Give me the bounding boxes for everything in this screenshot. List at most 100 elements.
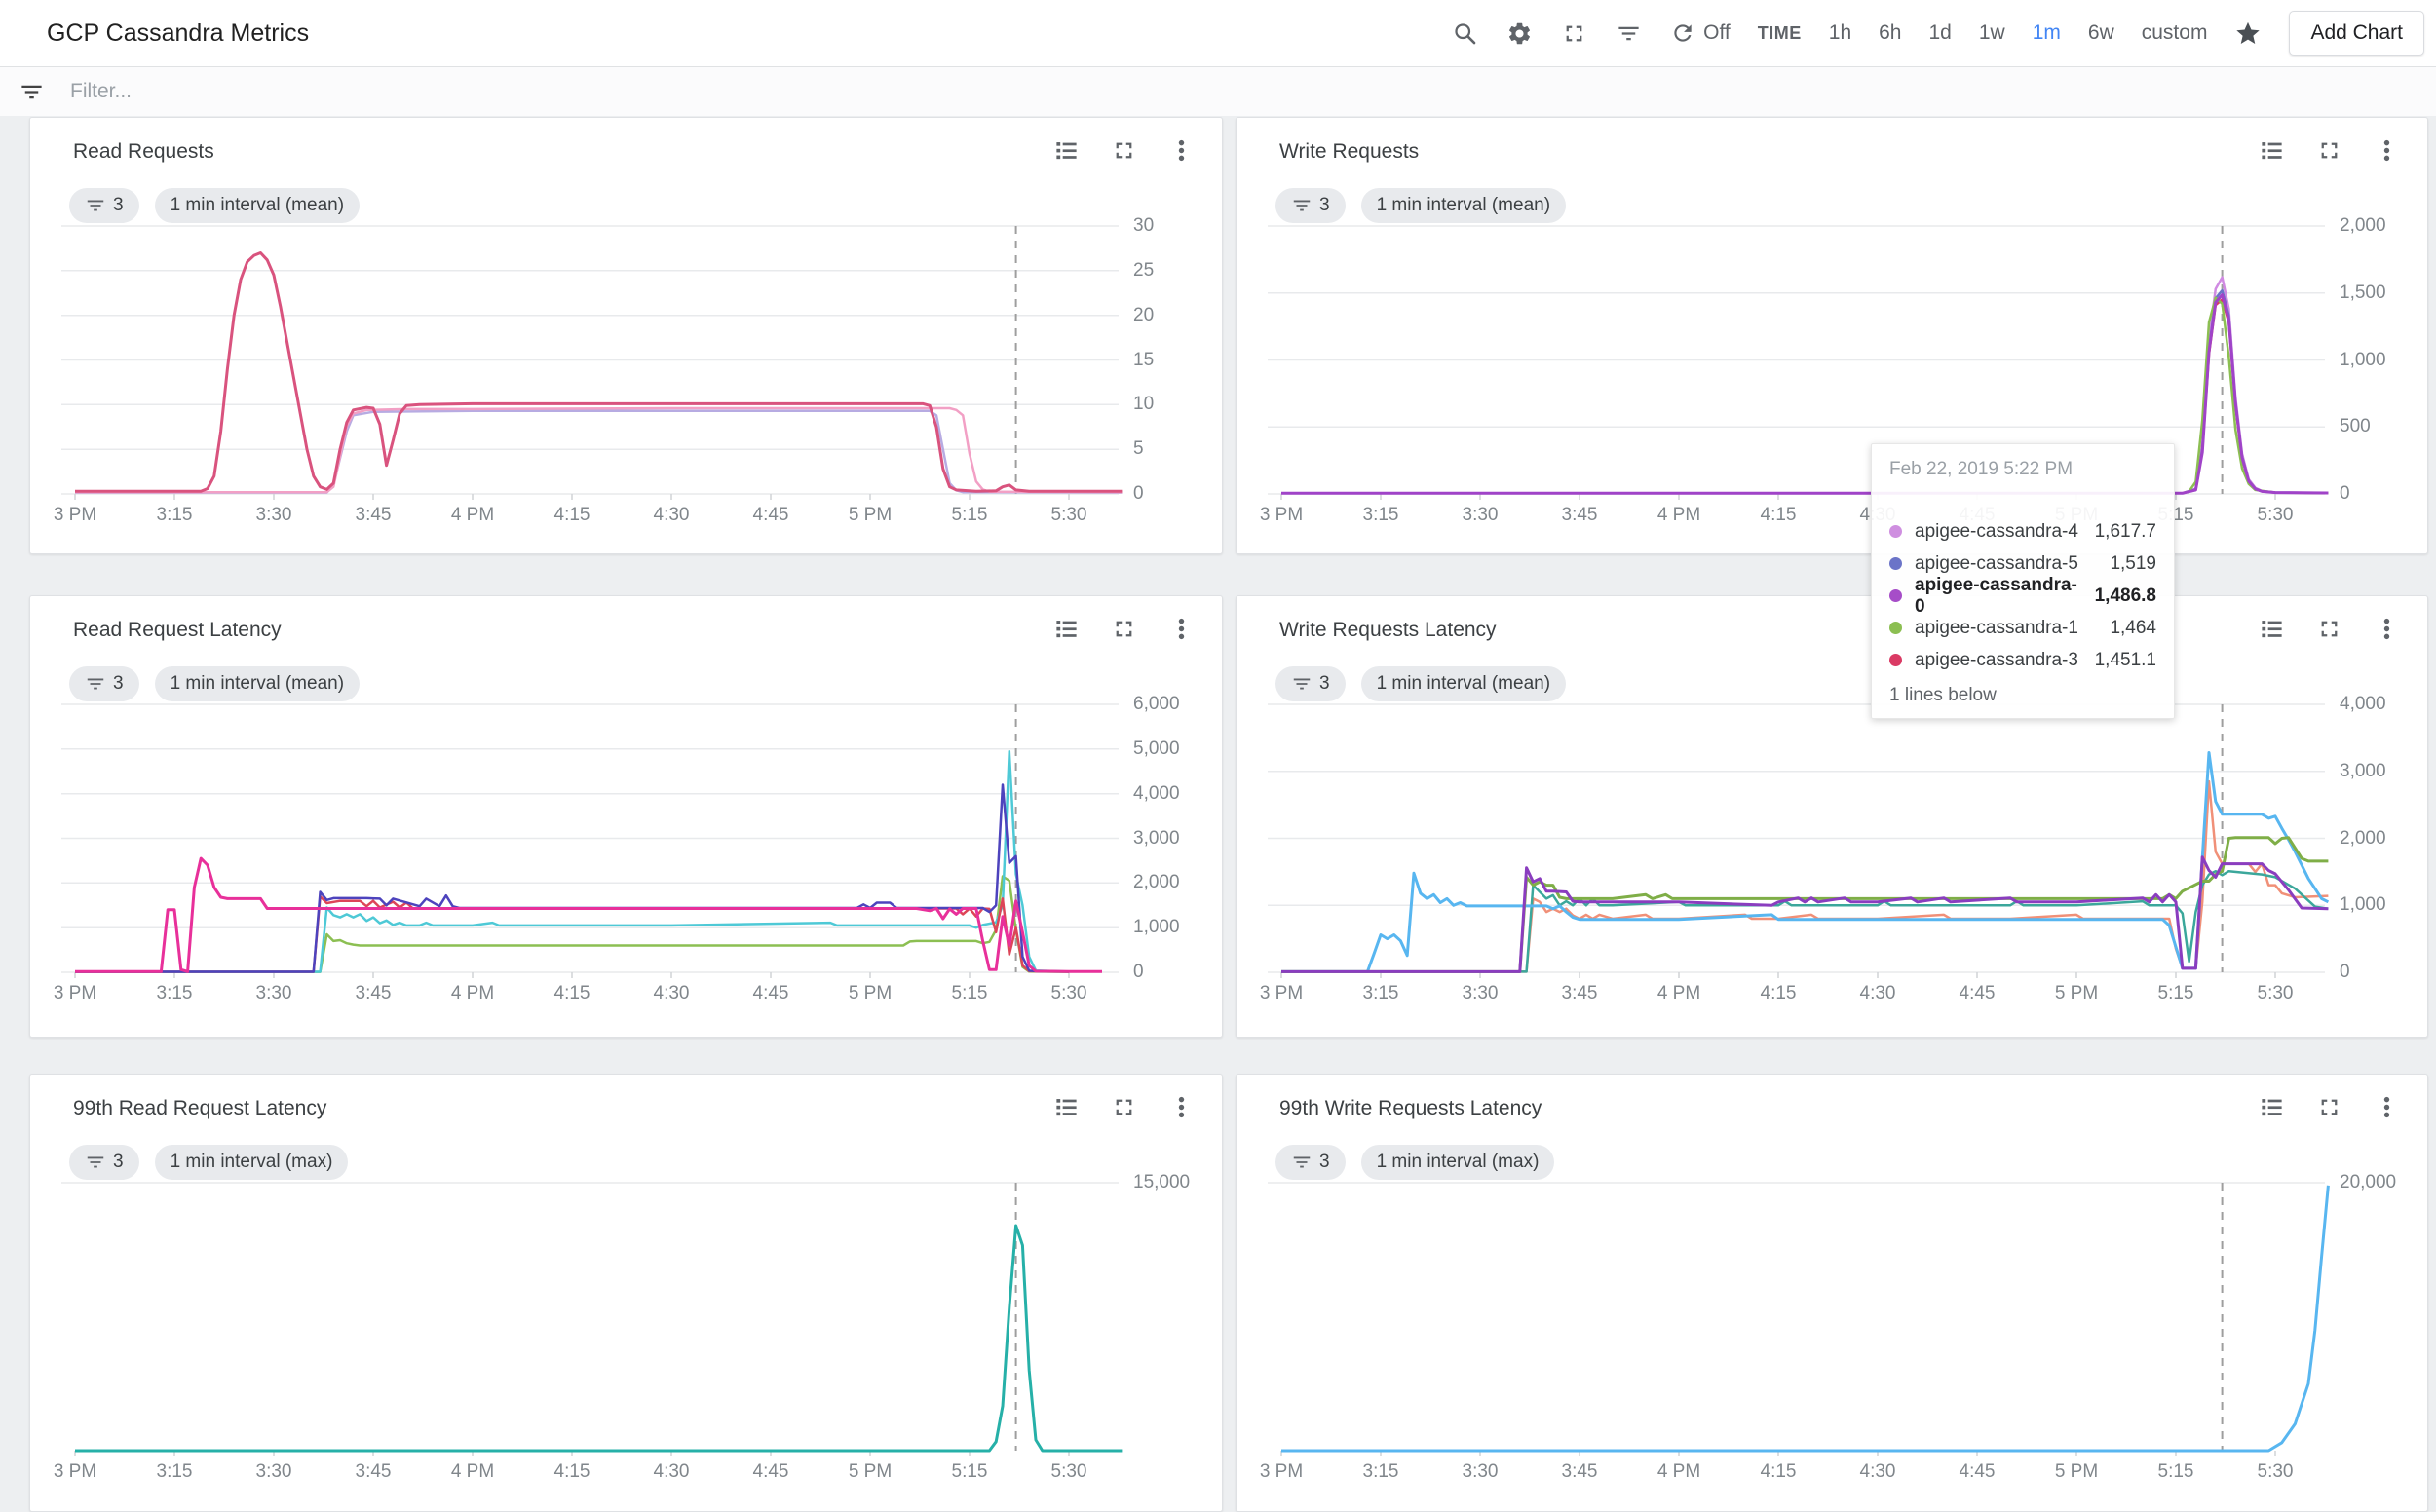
x-axis-tick-label: 4 PM (1656, 1461, 1701, 1482)
x-axis-tick-label: 3 PM (53, 505, 97, 525)
filter-count-chip[interactable]: 3 (69, 666, 139, 701)
range-1m-active[interactable]: 1m (2032, 21, 2061, 44)
y-axis-tick-label: 5 (1133, 438, 1144, 460)
filter-count-chip[interactable]: 3 (1275, 1145, 1346, 1180)
legend-list-icon[interactable] (2259, 616, 2285, 642)
range-6h[interactable]: 6h (1879, 21, 1902, 44)
read-latency-plot[interactable] (61, 703, 1123, 981)
x-axis-tick-label: 5:30 (1050, 983, 1087, 1003)
x-axis-tick-label: 3:15 (156, 505, 193, 525)
x-axis-tick-label: 4:45 (1959, 983, 1996, 1003)
x-axis-tick-label: 3:30 (255, 1461, 292, 1482)
chart-99th-read-latency: 15,000 3 PM 3:15 3:30 3:45 4 PM 4:15 4:30 4:45 5… (30, 1075, 1222, 1511)
interval-label: 1 min interval (mean) (170, 673, 345, 694)
tooltip-series-row: apigee-cassandra-3 1,451.1 (1889, 644, 2156, 676)
star-icon[interactable] (2234, 19, 2262, 47)
interval-label: 1 min interval (max) (1376, 1152, 1540, 1172)
read-requests-plot[interactable] (61, 225, 1123, 503)
y-axis-tick-label: 0 (2340, 962, 2350, 982)
x-axis-tick-label: 5 PM (848, 983, 893, 1003)
filter-count-label: 3 (113, 195, 124, 215)
kebab-menu-icon[interactable] (1168, 137, 1195, 164)
p99-write-latency-plot[interactable] (1268, 1182, 2330, 1459)
x-axis-tick-label: 5 PM (848, 505, 893, 525)
add-chart-button[interactable]: Add Chart (2289, 11, 2424, 56)
y-axis-tick-label: 3,000 (2340, 760, 2386, 781)
time-range-selector: 1h 6h 1d 1w 1m 6w custom (1829, 21, 2208, 45)
kebab-menu-icon[interactable] (2374, 616, 2400, 642)
filter-count-chip[interactable]: 3 (69, 188, 139, 223)
x-axis-tick-label: 4:45 (752, 983, 789, 1003)
range-1d[interactable]: 1d (1928, 21, 1952, 44)
interval-label: 1 min interval (mean) (1376, 673, 1551, 694)
write-requests-plot[interactable] (1268, 225, 2330, 503)
filter-count-chip[interactable]: 3 (69, 1145, 139, 1180)
range-custom[interactable]: custom (2141, 21, 2208, 44)
expand-chart-icon[interactable] (1111, 616, 1137, 642)
x-axis-tick-label: 5:15 (951, 1461, 988, 1482)
expand-chart-icon[interactable] (1111, 1094, 1137, 1120)
x-axis-tick-label: 3:15 (1362, 1461, 1399, 1482)
chart-card-99th-write-requests-latency: 20,000 3 PM 3:15 3:30 3:45 4 PM 4:15 4:30 4:45 5… (1236, 1074, 2428, 1512)
x-axis-tick-label: 3 PM (1259, 983, 1304, 1003)
x-axis-tick-label: 4:45 (752, 505, 789, 525)
chart-card-99th-read-request-latency: 15,000 3 PM 3:15 3:30 3:45 4 PM 4:15 4:30 4:45 5… (29, 1074, 1223, 1512)
x-axis-tick-label: 3:30 (1462, 505, 1499, 525)
x-axis-tick-label: 4:15 (1760, 505, 1797, 525)
filter-count-chip[interactable]: 3 (1275, 188, 1346, 223)
chart-title: Read Requests (73, 140, 214, 163)
kebab-menu-icon[interactable] (2374, 1094, 2400, 1120)
series-name: apigee-cassandra-0 (1915, 574, 2077, 617)
chart-hover-tooltip: Feb 22, 2019 5:22 PM apigee-cassandra-4 1… (1871, 443, 2175, 719)
expand-chart-icon[interactable] (2316, 616, 2342, 642)
interval-chip[interactable]: 1 min interval (max) (1360, 1145, 1555, 1180)
filter-count-chip[interactable]: 3 (1275, 666, 1346, 701)
expand-chart-icon[interactable] (2316, 137, 2342, 164)
range-6w[interactable]: 6w (2087, 21, 2114, 44)
y-axis-tick-label: 0 (2340, 483, 2350, 504)
tooltip-series-row: apigee-cassandra-0 1,486.8 (1889, 575, 2156, 617)
tooltip-lines-below: 1 lines below (1889, 685, 1997, 705)
auto-refresh-toggle[interactable]: Off (1669, 19, 1731, 47)
range-1w[interactable]: 1w (1978, 21, 2005, 44)
interval-label: 1 min interval (mean) (1376, 195, 1551, 215)
y-axis-tick-label: 5,000 (1133, 737, 1180, 759)
y-axis-tick-label: 500 (2340, 416, 2371, 437)
x-axis-tick-label: 3 PM (1259, 505, 1304, 525)
filter-icon[interactable] (1615, 19, 1642, 47)
legend-list-icon[interactable] (2259, 1094, 2285, 1120)
time-label: TIME (1757, 22, 1802, 43)
expand-chart-icon[interactable] (1111, 137, 1137, 164)
interval-chip[interactable]: 1 min interval (mean) (1360, 188, 1567, 223)
interval-chip[interactable]: 1 min interval (mean) (1360, 666, 1567, 701)
dashboard-filter-input[interactable] (68, 79, 949, 104)
series-value: 1,617.7 (2094, 520, 2156, 542)
x-axis-tick-label: 4:30 (1859, 983, 1896, 1003)
tooltip-series-row: apigee-cassandra-5 1,519 (1889, 548, 2156, 580)
kebab-menu-icon[interactable] (1168, 616, 1195, 642)
x-axis-tick-label: 3:15 (156, 983, 193, 1003)
legend-list-icon[interactable] (1053, 137, 1080, 164)
fullscreen-icon[interactable] (1560, 19, 1587, 47)
legend-list-icon[interactable] (1053, 616, 1080, 642)
range-1h[interactable]: 1h (1828, 21, 1852, 44)
settings-gear-icon[interactable] (1505, 19, 1533, 47)
interval-chip[interactable]: 1 min interval (max) (154, 1145, 349, 1180)
kebab-menu-icon[interactable] (2374, 137, 2400, 164)
y-axis-tick-label: 3,000 (1133, 827, 1180, 849)
chart-title: Read Request Latency (73, 619, 282, 641)
y-axis-tick-label: 1,000 (2340, 894, 2386, 916)
x-axis-tick-label: 5 PM (2054, 983, 2099, 1003)
interval-chip[interactable]: 1 min interval (mean) (154, 188, 361, 223)
x-axis-tick-label: 3 PM (53, 983, 97, 1003)
write-latency-plot[interactable] (1268, 703, 2330, 981)
legend-list-icon[interactable] (1053, 1094, 1080, 1120)
p99-read-latency-plot[interactable] (61, 1182, 1123, 1459)
search-icon[interactable] (1451, 19, 1478, 47)
filter-count-label: 3 (113, 673, 124, 694)
interval-chip[interactable]: 1 min interval (mean) (154, 666, 361, 701)
expand-chart-icon[interactable] (2316, 1094, 2342, 1120)
legend-list-icon[interactable] (2259, 137, 2285, 164)
series-color-dot (1889, 622, 1902, 634)
kebab-menu-icon[interactable] (1168, 1094, 1195, 1120)
